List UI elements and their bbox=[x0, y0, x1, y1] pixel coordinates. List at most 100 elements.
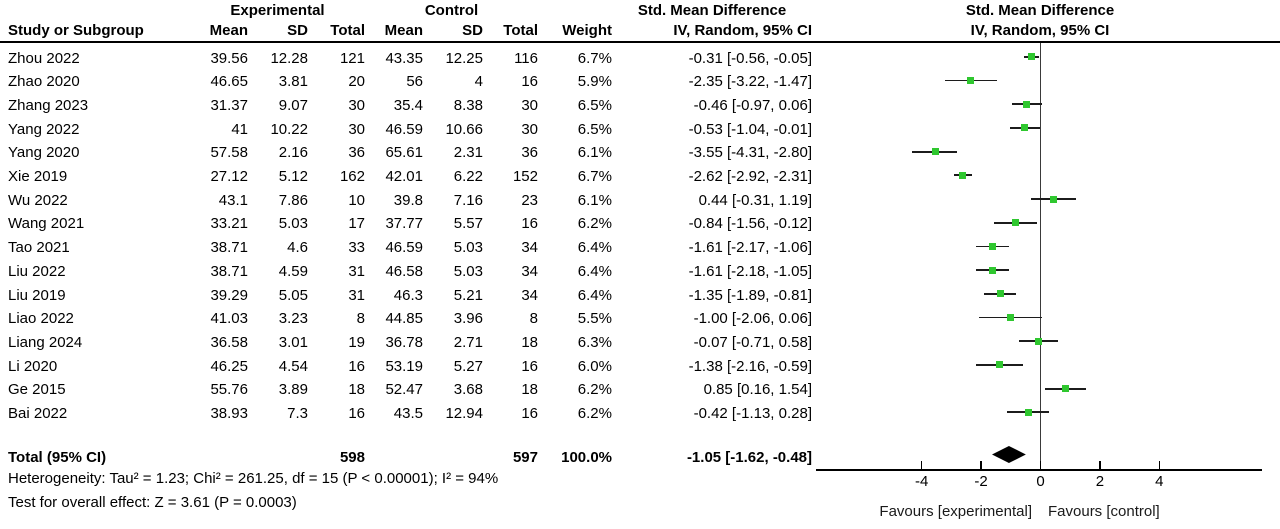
group-header-control: Control bbox=[424, 2, 479, 19]
cell-ci-text: -1.00 [-2.06, 0.06] bbox=[693, 310, 812, 328]
x-axis-tick bbox=[980, 460, 982, 471]
cell-mean-ctl: 39.8 bbox=[393, 191, 423, 209]
cell-total-exp: 16 bbox=[348, 357, 365, 375]
study-row: Wu 2022 43.1 7.86 10 39.8 7.16 23 6.1% 0.44 [-0.… bbox=[0, 189, 812, 213]
cell-ci-text: -1.61 [-2.17, -1.06] bbox=[688, 239, 812, 257]
study-name: Yang 2022 bbox=[8, 120, 80, 138]
cell-mean-exp: 36.58 bbox=[210, 333, 248, 351]
column-header-weight: Weight bbox=[562, 22, 612, 39]
study-name: Liu 2022 bbox=[8, 262, 66, 280]
cell-ci-text: -0.07 [-0.71, 0.58] bbox=[693, 333, 812, 351]
point-estimate-marker bbox=[996, 361, 1003, 369]
cell-mean-ctl: 53.19 bbox=[385, 357, 423, 375]
cell-total-exp: 30 bbox=[348, 120, 365, 138]
cell-sd-ctl: 6.22 bbox=[453, 168, 483, 185]
cell-mean-exp: 57.58 bbox=[210, 144, 248, 162]
cell-sd-ctl: 2.31 bbox=[453, 144, 483, 162]
cell-sd-exp: 4.59 bbox=[278, 262, 308, 280]
cell-mean-exp: 43.1 bbox=[218, 191, 248, 209]
cell-total-ctl: 16 bbox=[521, 215, 538, 233]
study-name: Ge 2015 bbox=[8, 381, 66, 399]
total-summary-row: Total (95% CI) 598 597 100.0% -1.05 [-1.62, … bbox=[0, 446, 812, 470]
cell-sd-exp: 4.54 bbox=[278, 357, 308, 375]
study-row: Xie 2019 27.12 5.12 162 42.01 6.22 152 6.7% -2.6… bbox=[0, 165, 812, 189]
cell-mean-exp: 39.56 bbox=[210, 49, 248, 67]
cell-mean-exp: 33.21 bbox=[210, 215, 248, 233]
cell-weight: 6.4% bbox=[577, 286, 612, 304]
study-name: Li 2020 bbox=[8, 357, 58, 375]
cell-ci-text: 0.85 [0.16, 1.54] bbox=[703, 381, 812, 399]
cell-mean-exp: 46.25 bbox=[210, 357, 248, 375]
cell-total-exp: 10 bbox=[348, 191, 365, 209]
cell-weight: 6.4% bbox=[577, 262, 612, 280]
cell-weight: 5.5% bbox=[577, 310, 612, 328]
cell-sd-exp: 3.23 bbox=[278, 310, 308, 328]
study-name: Zhao 2020 bbox=[8, 73, 80, 91]
cell-mean-exp: 46.65 bbox=[210, 73, 248, 91]
study-name: Tao 2021 bbox=[8, 239, 70, 257]
cell-weight: 6.0% bbox=[577, 357, 612, 375]
x-axis-tick-label: -2 bbox=[974, 473, 988, 490]
zero-reference-line bbox=[1039, 43, 1042, 471]
cell-sd-exp: 10.22 bbox=[270, 120, 308, 138]
study-row: Ge 2015 55.76 3.89 18 52.47 3.68 18 6.2% 0.85 [0… bbox=[0, 378, 812, 402]
cell-total-ctl: 23 bbox=[521, 191, 538, 209]
cell-sd-exp: 3.81 bbox=[278, 73, 308, 91]
cell-total-exp: 17 bbox=[348, 215, 365, 233]
study-name: Xie 2019 bbox=[8, 168, 68, 185]
cell-weight: 6.1% bbox=[577, 191, 612, 209]
point-estimate-marker bbox=[1024, 408, 1032, 416]
study-row: Tao 2021 38.71 4.6 33 46.59 5.03 34 6.4% -1.61 [… bbox=[0, 236, 812, 260]
cell-total-exp: 19 bbox=[348, 333, 365, 351]
cell-sd-ctl: 10.66 bbox=[445, 120, 483, 138]
study-row: Zhou 2022 39.56 12.28 121 43.35 12.25 116 6.7% -… bbox=[0, 47, 812, 71]
cell-ci-text: -1.61 [-2.18, -1.05] bbox=[688, 262, 812, 280]
cell-mean-exp: 55.76 bbox=[210, 381, 248, 399]
cell-total-exp: 30 bbox=[348, 96, 365, 114]
cell-mean-ctl: 46.3 bbox=[393, 286, 423, 304]
cell-sd-exp: 7.3 bbox=[287, 405, 308, 422]
cell-ci-text: -1.05 [-1.62, -0.48] bbox=[686, 448, 812, 466]
group-header-experimental: Experimental bbox=[230, 2, 325, 19]
cell-mean-ctl: 42.01 bbox=[385, 168, 423, 185]
cell-weight: 6.7% bbox=[577, 49, 612, 67]
cell-total-ctl: 597 bbox=[512, 448, 538, 466]
cell-mean-ctl: 46.59 bbox=[385, 120, 423, 138]
cell-sd-exp: 7.86 bbox=[278, 191, 308, 209]
column-header-study: Study or Subgroup bbox=[8, 22, 144, 39]
cell-sd-exp: 3.01 bbox=[278, 333, 308, 351]
cell-mean-ctl: 65.61 bbox=[385, 144, 423, 162]
point-estimate-marker bbox=[967, 77, 975, 85]
point-estimate-marker bbox=[989, 266, 997, 274]
study-name: Liang 2024 bbox=[8, 333, 83, 351]
column-header-total-control: Total bbox=[503, 22, 538, 39]
cell-weight: 6.1% bbox=[577, 144, 612, 162]
cell-sd-ctl: 5.21 bbox=[453, 286, 483, 304]
study-name: Zhang 2023 bbox=[8, 96, 89, 114]
cell-weight: 6.7% bbox=[577, 168, 612, 185]
cell-total-exp: 31 bbox=[348, 286, 365, 304]
cell-ci-text: -2.35 [-3.22, -1.47] bbox=[688, 73, 812, 91]
study-row: Zhang 2023 31.37 9.07 30 35.4 8.38 30 6.5% -0.46… bbox=[0, 94, 812, 118]
cell-total-exp: 121 bbox=[339, 49, 365, 67]
cell-mean-exp: 39.29 bbox=[210, 286, 248, 304]
cell-sd-ctl: 5.03 bbox=[453, 262, 483, 280]
cell-sd-ctl: 5.57 bbox=[453, 215, 483, 233]
cell-sd-ctl: 8.38 bbox=[453, 96, 483, 114]
cell-total-ctl: 16 bbox=[521, 405, 538, 422]
study-row: Bai 2022 38.93 7.3 16 43.5 12.94 16 6.2% -0.42 [… bbox=[0, 402, 812, 426]
cell-sd-ctl: 12.94 bbox=[445, 405, 483, 422]
column-header-sd-control: SD bbox=[462, 22, 483, 39]
cell-weight: 6.4% bbox=[577, 239, 612, 257]
cell-sd-ctl: 7.16 bbox=[453, 191, 483, 209]
cell-total-exp: 598 bbox=[339, 448, 365, 466]
cell-ci-text: -0.53 [-1.04, -0.01] bbox=[688, 120, 812, 138]
study-name: Wang 2021 bbox=[8, 215, 85, 233]
cell-total-ctl: 34 bbox=[521, 239, 538, 257]
cell-sd-exp: 3.89 bbox=[278, 381, 308, 399]
effect-header-plot-column: Std. Mean Difference bbox=[965, 2, 1115, 19]
cell-sd-ctl: 3.96 bbox=[453, 310, 483, 328]
cell-weight: 6.5% bbox=[577, 96, 612, 114]
point-estimate-marker bbox=[1050, 195, 1058, 203]
